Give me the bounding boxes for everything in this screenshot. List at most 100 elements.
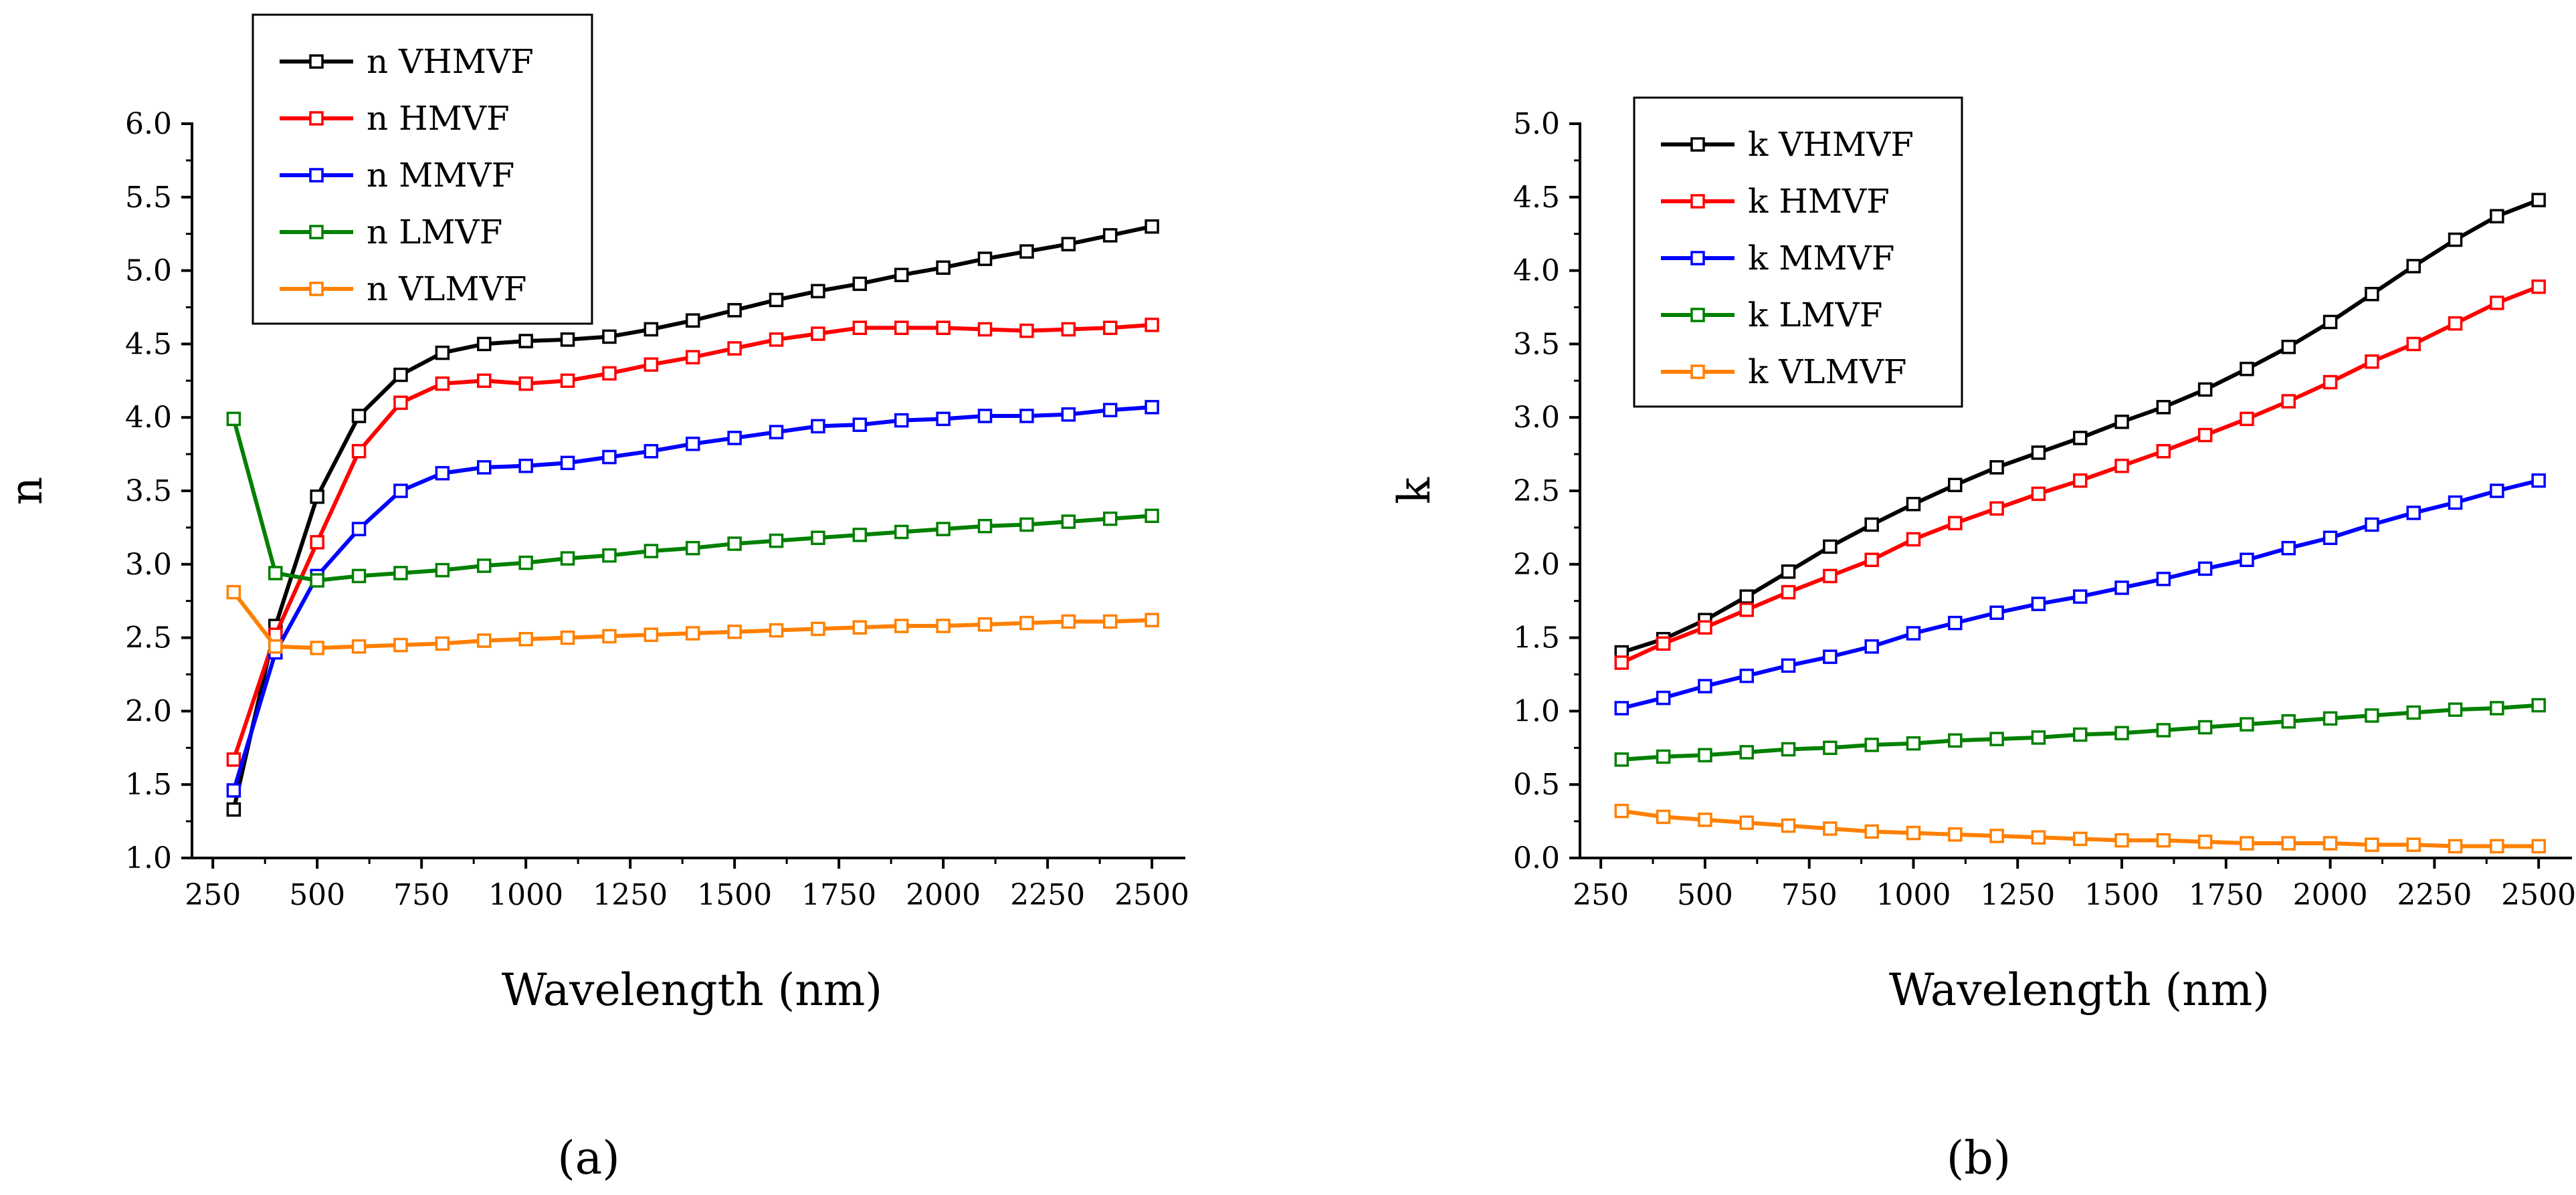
chart-panel-a: 250 500 750 1000 1250 1500 1750 2000 2250 2500 1.0… <box>1 13 1189 1016</box>
data-point-k-vlmvf <box>2031 830 2046 845</box>
data-point-k-mmvf <box>2406 506 2421 520</box>
data-point-n-vlmvf <box>894 619 909 633</box>
data-point-k-hmvf <box>1656 636 1671 651</box>
x-tick-label: 250 <box>185 878 241 912</box>
x-tick-label: 2250 <box>1010 878 1085 912</box>
data-point-k-hmvf <box>1614 655 1629 670</box>
data-point-n-vhmvf <box>518 334 533 348</box>
x-tick-label: 2000 <box>2293 878 2368 912</box>
data-point-k-vlmvf <box>1823 821 1838 836</box>
data-point-n-vlmvf <box>1061 614 1076 629</box>
x-tick-label: 250 <box>1573 878 1629 912</box>
x-tick-label: 2500 <box>2501 878 2576 912</box>
data-point-n-lmvf <box>435 562 450 578</box>
data-point-n-lmvf <box>852 528 868 542</box>
x-axis-label: Wavelength (nm) <box>1889 964 2270 1016</box>
data-point-k-hmvf <box>1698 620 1712 635</box>
data-point-k-vhmvf <box>1989 460 2004 475</box>
data-point-k-hmvf <box>1948 516 1963 531</box>
data-point-n-vlmvf <box>477 633 492 648</box>
data-point-n-mmvf <box>560 455 575 471</box>
data-point-k-vhmvf <box>2365 286 2379 302</box>
data-point-k-hmvf <box>1781 584 1796 600</box>
data-point-n-lmvf <box>1102 511 1118 526</box>
data-point-n-mmvf <box>351 522 367 536</box>
data-point-n-mmvf <box>811 419 825 434</box>
data-point-k-vhmvf <box>2072 431 2088 445</box>
data-point-n-vhmvf <box>894 267 909 282</box>
data-point-n-lmvf <box>226 411 241 427</box>
data-point-n-lmvf <box>1019 517 1034 532</box>
data-point-n-vhmvf <box>1061 237 1076 251</box>
data-point-n-lmvf <box>518 555 533 570</box>
legend-label: n MMVF <box>367 156 514 195</box>
data-point-k-vhmvf <box>2156 400 2171 415</box>
data-point-n-mmvf <box>852 417 868 432</box>
data-point-k-vhmvf <box>2448 232 2463 247</box>
data-point-k-lmvf <box>2406 705 2421 720</box>
data-point-n-vlmvf <box>560 630 575 645</box>
data-point-k-vhmvf <box>1948 477 1963 492</box>
legend-marker <box>309 111 324 126</box>
data-point-n-mmvf <box>727 431 742 445</box>
data-point-n-lmvf <box>727 536 742 551</box>
legend-marker <box>1690 251 1705 265</box>
legend-label: k LMVF <box>1748 296 1882 334</box>
data-point-n-vhmvf <box>477 336 492 352</box>
data-point-k-mmvf <box>2197 561 2213 576</box>
data-point-k-lmvf <box>2490 701 2504 716</box>
data-point-n-hmvf <box>477 373 492 389</box>
data-point-n-lmvf <box>769 533 784 548</box>
data-point-k-mmvf <box>1614 701 1629 716</box>
data-point-n-hmvf <box>351 443 367 459</box>
legend-label: n VLMVF <box>367 269 526 308</box>
data-point-n-lmvf <box>560 551 575 566</box>
data-point-k-hmvf <box>2114 458 2129 473</box>
data-point-k-mmvf <box>2114 580 2129 595</box>
data-point-k-vlmvf <box>2490 839 2504 854</box>
data-point-n-hmvf <box>602 366 617 381</box>
data-point-n-vlmvf <box>811 621 825 637</box>
data-point-k-lmvf <box>1823 740 1838 756</box>
data-point-n-vlmvf <box>435 636 450 651</box>
y-tick-label: 3.0 <box>125 548 172 582</box>
data-point-k-mmvf <box>2240 552 2254 567</box>
data-point-n-vlmvf <box>602 629 617 644</box>
data-point-k-hmvf <box>2531 280 2546 294</box>
data-point-n-lmvf <box>811 530 825 546</box>
data-point-n-vhmvf <box>560 332 575 347</box>
y-tick-label: 0.0 <box>1513 841 1560 875</box>
data-point-k-vhmvf <box>2114 415 2129 429</box>
data-point-n-mmvf <box>1102 403 1118 417</box>
x-tick-label: 750 <box>1781 878 1838 912</box>
x-tick-label: 1250 <box>1980 878 2055 912</box>
data-point-k-vlmvf <box>1656 809 1671 825</box>
data-point-n-hmvf <box>1061 322 1076 337</box>
data-point-n-vhmvf <box>977 251 993 266</box>
x-tick-label: 2500 <box>1114 878 1189 912</box>
data-point-n-hmvf <box>894 320 909 335</box>
y-tick-label: 3.0 <box>1513 401 1560 435</box>
data-point-n-hmvf <box>852 320 868 335</box>
data-point-n-hmvf <box>977 322 993 337</box>
data-point-k-vlmvf <box>2406 837 2421 852</box>
y-tick-label: 2.0 <box>1513 548 1560 582</box>
data-point-k-vhmvf <box>1739 589 1754 604</box>
data-point-k-hmvf <box>2072 473 2088 488</box>
y-tick-label: 2.5 <box>1513 474 1560 508</box>
data-point-k-lmvf <box>1948 733 1963 748</box>
data-point-k-lmvf <box>2114 726 2129 741</box>
data-point-n-vlmvf <box>769 623 784 638</box>
legend-label: k VLMVF <box>1748 352 1907 391</box>
data-point-k-hmvf <box>2490 296 2504 310</box>
data-point-n-vhmvf <box>936 260 951 275</box>
legend-marker <box>309 225 324 239</box>
data-point-k-mmvf <box>2072 589 2088 604</box>
data-point-n-mmvf <box>1061 407 1076 422</box>
data-point-k-lmvf <box>2031 730 2046 745</box>
legend-label: n VHMVF <box>367 42 534 81</box>
data-point-k-vlmvf <box>2448 839 2463 854</box>
y-tick-label: 6.0 <box>125 107 172 141</box>
y-tick-label: 4.5 <box>125 327 172 361</box>
data-point-k-lmvf <box>2322 711 2338 726</box>
